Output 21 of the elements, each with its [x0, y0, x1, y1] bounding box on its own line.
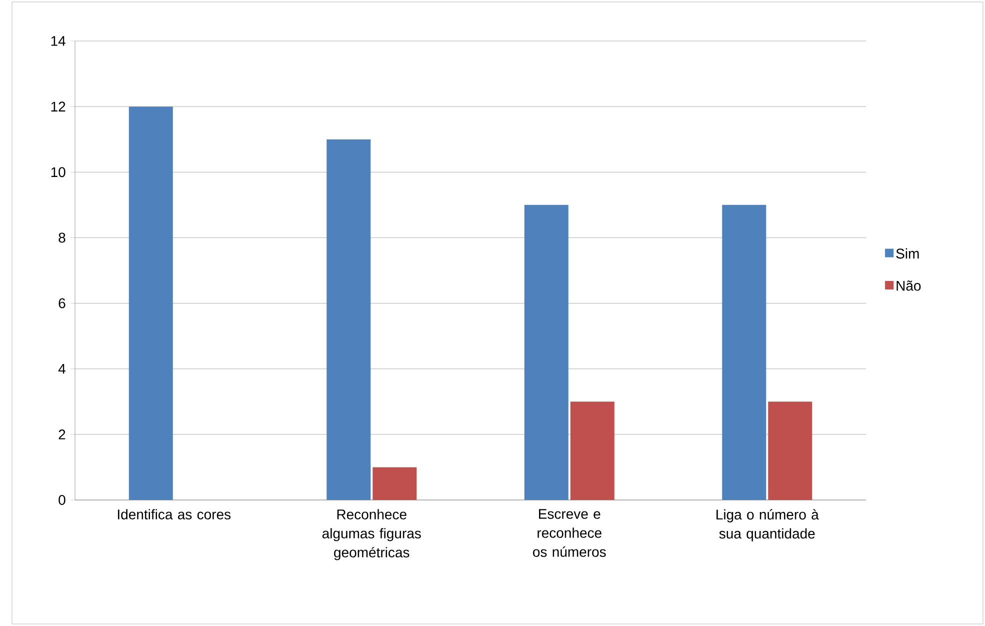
bar — [570, 402, 614, 500]
x-tick-label: Reconhece algumas figuras geométricas — [322, 509, 421, 560]
bar — [524, 204, 568, 500]
y-tick-label: 0 — [58, 495, 66, 505]
y-tick-label: 14 — [51, 36, 66, 46]
bar — [326, 139, 371, 500]
y-tick-label: 12 — [51, 102, 66, 112]
bar — [128, 106, 173, 500]
x-tick-label: Identifica as cores — [118, 509, 231, 520]
bar — [768, 402, 812, 500]
legend-label: Não — [896, 280, 921, 291]
y-tick-label: 6 — [58, 298, 66, 308]
y-tick-label: 2 — [58, 430, 66, 440]
y-tick-label: 4 — [58, 364, 66, 374]
bar — [722, 204, 766, 500]
legend-label: Sim — [896, 248, 919, 259]
y-tick-label: 10 — [51, 167, 66, 178]
x-tick-label: Liga o número à sua quantidade — [716, 509, 819, 542]
x-tick-label: Escreve e reconhece os números — [533, 509, 606, 557]
y-tick-label: 8 — [58, 232, 66, 243]
bar — [372, 467, 417, 500]
